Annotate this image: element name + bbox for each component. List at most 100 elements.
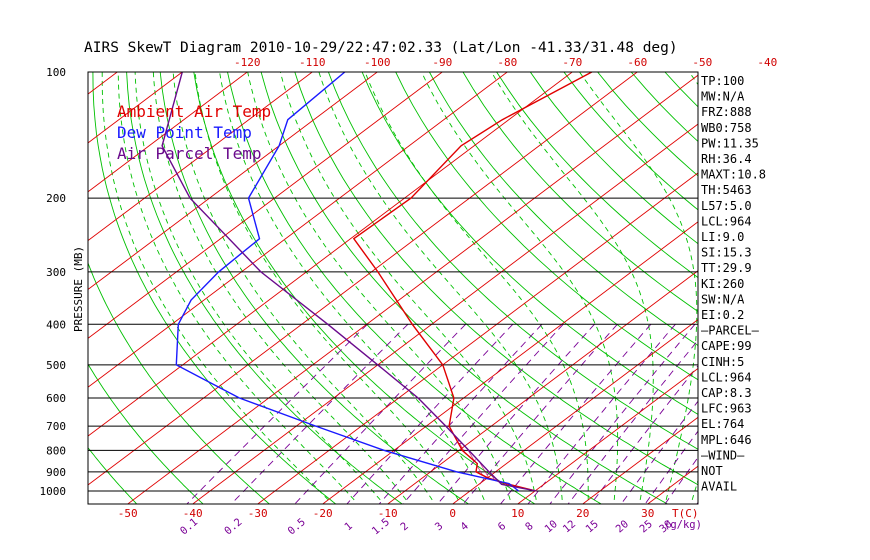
isotherm-line: [88, 72, 184, 144]
index-item: MW:N/A: [701, 90, 745, 104]
air-parcel-temp-line: [161, 72, 537, 492]
bottom-temp-tick-label: 30: [641, 507, 654, 520]
pressure-tick-label: 900: [46, 466, 66, 479]
moist-adiabat-line: [194, 72, 459, 501]
isotherm-line: [772, 31, 870, 508]
bottom-temperature-ticks: -50 -40 -30 -20 -10 0 10 20 30: [118, 507, 655, 520]
bottom-temp-tick-label: -40: [183, 507, 203, 520]
dry-adiabat-line: [294, 72, 698, 486]
dry-adiabat-line: [88, 363, 204, 504]
moist-adiabat-line: [822, 31, 870, 500]
pressure-tick-label: 600: [46, 392, 66, 405]
top-temp-tick-label: -100: [364, 56, 391, 69]
dry-adiabat-line: [821, 31, 870, 508]
mixing-ratio-tick-label: 2: [398, 520, 411, 533]
mixing-ratio-line: [499, 324, 652, 504]
dry-adiabat-line: [428, 72, 698, 347]
moist-adiabat-line: [421, 72, 619, 500]
index-item: LI:9.0: [701, 230, 744, 244]
dry-adiabat-line: [88, 446, 138, 504]
plot-frame: [87, 71, 699, 505]
isotherm-line: [88, 72, 509, 388]
dry-adiabat-line: [88, 261, 271, 504]
mixing-ratio-tick-label: 15: [583, 518, 600, 535]
index-item: EL:764: [701, 417, 744, 431]
pressure-tick-label: 500: [46, 359, 66, 372]
mixing-ratio-line: [378, 323, 543, 504]
isotherm-line: [256, 172, 698, 504]
isotherm-line: [88, 72, 574, 437]
index-item: TT:29.9: [701, 261, 752, 275]
dew-point-temp-line: [175, 72, 520, 492]
profile-lines: [161, 72, 593, 492]
bottom-temp-tick-label: -10: [378, 507, 398, 520]
isotherm-line: [88, 72, 444, 339]
bottom-temp-tick-label: -20: [313, 507, 333, 520]
mixing-ratio-tick-label: 8: [523, 520, 536, 533]
mixing-ratio-tick-label: 4: [458, 520, 471, 533]
legend-entry: Dew Point Temp: [117, 123, 252, 142]
dry-adiabat-line: [853, 31, 870, 508]
mixing-ratio-line: [590, 365, 698, 504]
index-item: —WIND—: [701, 448, 745, 462]
top-temp-tick-label: -120: [234, 56, 261, 69]
top-temperature-ticks: -120 -110 -100 -90 -80 -70 -60 -50 -40: [234, 56, 777, 69]
mixing-ratio-tick-label: 6: [496, 520, 509, 533]
isotherm-line: [88, 72, 639, 486]
isotherm-line: [0, 31, 41, 508]
dry-adiabat-line: [0, 31, 7, 508]
index-item: EI:0.2: [701, 308, 744, 322]
mixing-ratio-line: [294, 323, 466, 504]
top-temp-tick-label: -110: [299, 56, 326, 69]
isotherm-line: [88, 72, 379, 291]
isotherm-line: [386, 270, 698, 504]
mixing-ratio-tick-label: 12: [561, 518, 578, 535]
index-item: AVAIL: [701, 480, 737, 494]
mixing-ratio-tick-label: 0.2: [222, 516, 244, 537]
index-item: NOT: [701, 464, 723, 478]
moist-adiabat-line: [796, 31, 870, 500]
dry-adiabat-line: [496, 72, 698, 279]
index-item: TH:5463: [701, 183, 752, 197]
mixing-ratio-tick-label: 3: [433, 520, 446, 533]
bottom-temp-tick-label: 10: [511, 507, 524, 520]
dry-adiabat-line: [227, 72, 603, 504]
isotherm-line: [126, 74, 698, 504]
dry-adiabat-line: [529, 72, 698, 245]
index-item: L57:5.0: [701, 199, 752, 213]
bottom-temp-tick-label: -30: [248, 507, 268, 520]
x-axis-unit-label: T(C): [672, 507, 699, 520]
pressure-tick-label: 400: [46, 318, 66, 331]
mixing-ratio-line: [644, 430, 698, 504]
mixing-ratio-line: [549, 324, 696, 504]
moist-adiabat-line: [744, 31, 870, 500]
pressure-tick-label: 1000: [40, 485, 67, 498]
dry-adiabat-line: [395, 72, 698, 381]
index-item: LCL:964: [701, 214, 752, 228]
moist-adiabat-line: [490, 72, 654, 500]
mixing-ratio-line: [567, 339, 698, 504]
isotherm-line: [581, 416, 698, 504]
bottom-temp-tick-label: 20: [576, 507, 589, 520]
index-item: KI:260: [701, 277, 744, 291]
isotherms: [0, 31, 870, 508]
dry-adiabat-line: [327, 72, 698, 450]
dry-adiabat-line: [260, 72, 669, 504]
mixing-ratio-line: [346, 323, 514, 504]
mixing-ratio-line: [437, 323, 595, 504]
isotherm-line: [837, 31, 870, 508]
moist-adiabat-line: [318, 72, 563, 500]
mixing-ratio-line: [186, 323, 368, 504]
mixing-ratio-line: [402, 323, 564, 504]
index-item: LFC:963: [701, 402, 752, 416]
mixing-ratio-tick-label: 10: [542, 518, 559, 535]
index-item: MAXT:10.8: [701, 168, 766, 182]
index-item: WB0:758: [701, 121, 752, 135]
y-axis-label: PRESSURE (MB): [72, 246, 85, 332]
mixing-ratio-unit-label: (g/kg): [664, 519, 702, 531]
index-item: FRZ:888: [701, 105, 752, 119]
index-item: TP:100: [701, 74, 744, 88]
index-item: MPL:646: [701, 433, 752, 447]
